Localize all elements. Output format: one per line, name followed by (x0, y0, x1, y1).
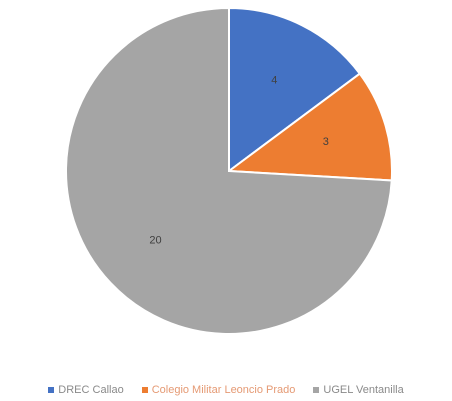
data-label-3: 20 (149, 234, 161, 246)
chart-legend: DREC Callao Colegio Militar Leoncio Prad… (0, 384, 452, 396)
data-label-2: 3 (323, 136, 329, 148)
pie-slice-1 (228, 6, 362, 173)
data-label-1: 4 (271, 75, 277, 87)
pie-slice-2 (226, 72, 393, 182)
legend-label: UGEL Ventanilla (323, 384, 404, 396)
legend-item-ugel-ventanilla: UGEL Ventanilla (313, 384, 404, 396)
legend-swatch (141, 387, 148, 393)
legend-label: Colegio Militar Leoncio Prado (151, 384, 296, 396)
pie-slice-3 (65, 6, 393, 335)
legend-swatch (48, 387, 55, 393)
legend-label: DREC Callao (58, 384, 124, 396)
legend-item-colegio-militar: Colegio Militar Leoncio Prado (141, 384, 296, 396)
legend-item-drec-callao: DREC Callao (48, 384, 124, 396)
legend-swatch (313, 387, 320, 393)
